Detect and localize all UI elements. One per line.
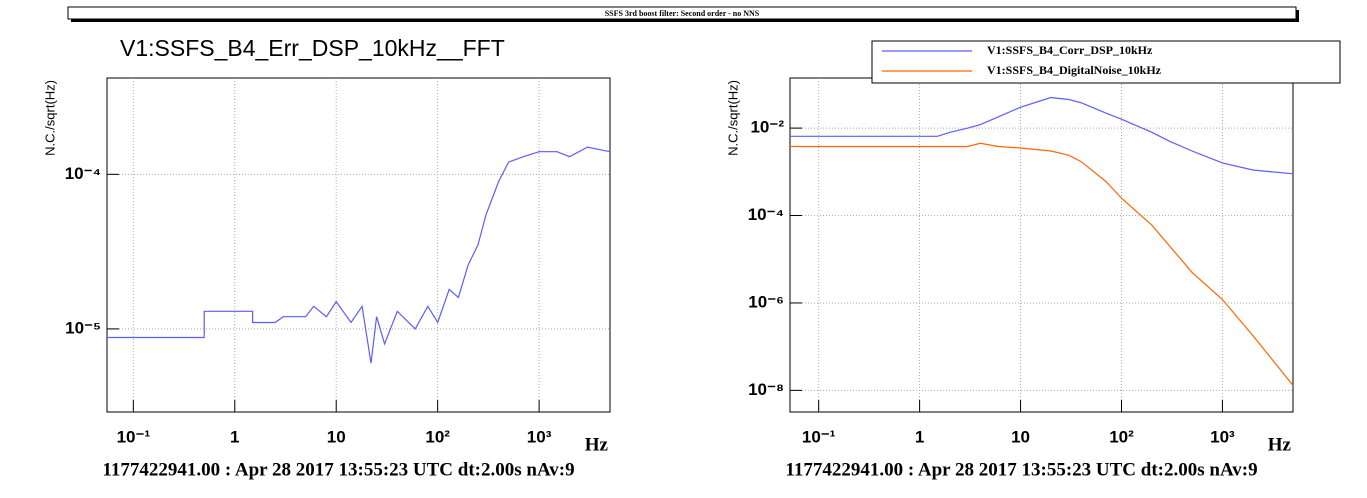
x-tick-label: 10³ [527,427,552,446]
data-line [790,96,1294,175]
footer: 1177422941.00 : Apr 28 2017 13:55:23 UTC… [785,459,1257,480]
legend-box [871,40,1341,84]
x-tick-label: 1 [230,427,239,446]
data-line [790,142,1294,386]
data-line [107,146,611,364]
x-tick-label: 10 [1011,427,1030,446]
x-tick-label: 10 [327,427,346,446]
legend-label: V1:SSFS_B4_DigitalNoise_10kHz [987,63,1162,77]
chart-title: V1:SSFS_B4_Err_DSP_10kHz__FFT [120,35,505,61]
x-tick-label: 10² [425,427,450,446]
y-axis-label: N.C./sqrt(Hz) [725,80,740,156]
header: SSFS 3rd boost filter: Second order - no… [605,9,760,18]
y-tick-label: 10⁻⁴ [748,205,784,224]
x-tick-label: 1 [915,427,924,446]
plot-area [789,77,1294,413]
y-tick-label: 10⁻² [750,118,784,137]
x-axis-label: Hz [1268,434,1292,455]
x-axis-label: Hz [585,434,609,455]
y-tick-label: 10⁻⁴ [65,164,101,183]
x-tick-label: 10³ [1210,427,1235,446]
plot-area [106,77,611,413]
y-tick-label: 10⁻⁶ [748,292,784,311]
y-axis-label: N.C./sqrt(Hz) [42,80,57,156]
legend-label: V1:SSFS_B4_Corr_DSP_10kHz [987,43,1153,57]
footer: 1177422941.00 : Apr 28 2017 13:55:23 UTC… [102,459,574,480]
x-tick-label: 10⁻¹ [117,427,151,446]
header-box [67,6,1297,20]
x-tick-label: 10⁻¹ [802,427,836,446]
y-tick-label: 10⁻⁵ [65,318,101,337]
y-tick-label: 10⁻⁸ [748,380,784,399]
x-tick-label: 10² [1109,427,1134,446]
